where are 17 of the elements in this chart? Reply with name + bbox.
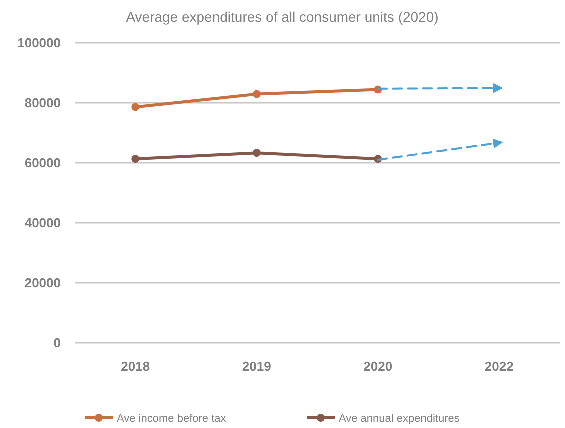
y-tick-label: 100000 <box>18 36 61 51</box>
y-tick-label: 80000 <box>24 96 61 111</box>
point <box>252 149 261 158</box>
chart-title: Average expenditures of all consumer units (2020) <box>126 9 439 25</box>
y-tick-label: 0 <box>54 336 61 351</box>
x-tick-label: 2019 <box>242 359 272 374</box>
legend-label: Ave annual expenditures <box>339 412 460 425</box>
point <box>252 90 261 98</box>
y-tick-label: 60000 <box>24 156 61 171</box>
point <box>132 103 140 112</box>
x-tick-label: 2022 <box>484 359 514 374</box>
y-tick-label: 40000 <box>24 216 61 231</box>
legend-label: Ave income before tax <box>117 412 227 425</box>
y-tick-label: 20000 <box>24 276 61 291</box>
x-tick-label: 2020 <box>364 359 393 374</box>
x-tick-label: 2018 <box>121 359 150 374</box>
point <box>132 155 140 164</box>
